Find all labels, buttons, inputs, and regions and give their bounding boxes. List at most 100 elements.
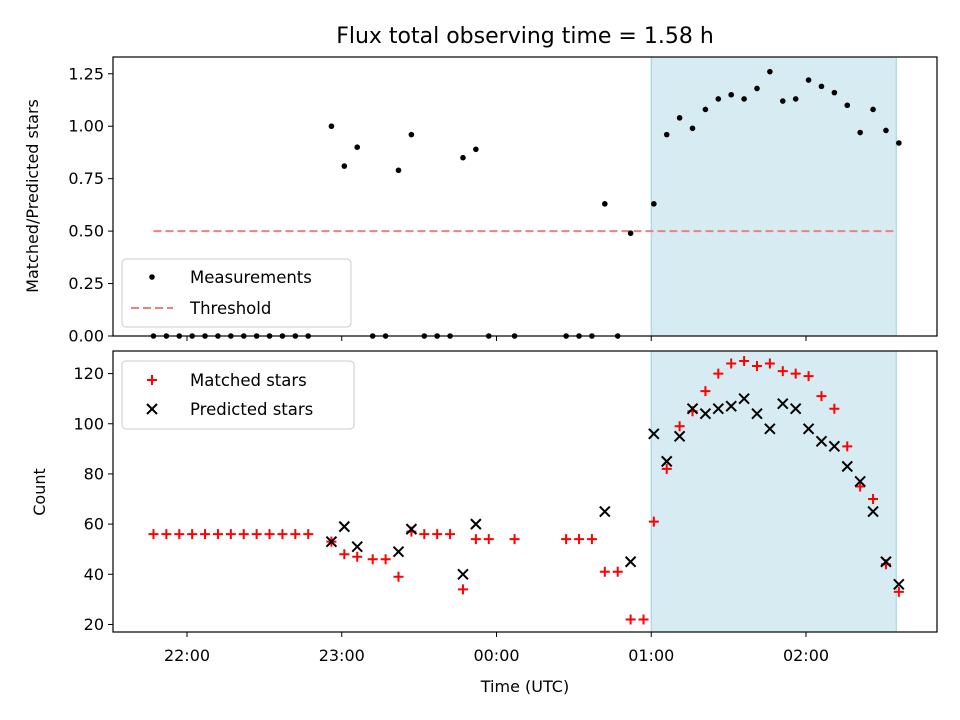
measurement-point (870, 106, 876, 113)
predicted-star-point (351, 540, 363, 553)
top-observing-span (650, 56, 897, 337)
x-tick-label: 00:00 (473, 646, 519, 665)
matched-star-point (225, 529, 236, 540)
predicted-star-point (725, 400, 737, 412)
x-tick-label: 01:00 (628, 646, 674, 665)
predicted-star-point (686, 402, 699, 415)
matched-star-point (264, 529, 275, 540)
legend-matched-label: Matched stars (190, 371, 307, 390)
matched-star-point (187, 529, 198, 540)
measurement-point (651, 201, 657, 207)
top-legend-box (121, 258, 352, 328)
x-tick-label: 23:00 (319, 646, 365, 665)
predicted-star-point (893, 578, 905, 591)
measurement-point (602, 201, 608, 207)
top-y-tick-label: 0.75 (68, 169, 104, 188)
top-y-tick-label: 0.25 (68, 274, 104, 293)
legend-matched-marker (147, 375, 157, 385)
matched-star-point (638, 614, 649, 625)
matched-star-point (277, 529, 288, 540)
measurement-point (702, 106, 709, 113)
bottom-y-axis-title: Count (30, 468, 49, 516)
bottom-y-tick-label: 100 (73, 414, 104, 433)
matched-star-point (855, 481, 866, 492)
measurement-point (341, 163, 348, 169)
predicted-star-point (789, 402, 802, 415)
predicted-star-point (599, 505, 611, 518)
predicted-star-point (325, 535, 338, 548)
predicted-star-point (815, 435, 828, 448)
measurement-point (627, 230, 634, 237)
matched-star-point (419, 529, 430, 540)
measurement-point (896, 140, 902, 146)
matched-star-point (174, 529, 185, 540)
predicted-star-point (751, 408, 763, 420)
matched-star-point (352, 551, 363, 562)
matched-star-point (586, 534, 597, 545)
legend-predicted-label: Predicted stars (190, 400, 313, 419)
matched-star-point (574, 534, 585, 545)
matched-star-point (238, 529, 249, 540)
bottom-legend-box (121, 360, 355, 430)
top-panel: 0.00 0.25 0.50 0.75 1.00 1.25 Measurements Thre… (68, 56, 938, 346)
measurement-point (754, 85, 760, 92)
chart-title: Flux total observing time = 1.58 h (336, 24, 714, 49)
predicted-star-point (699, 408, 712, 420)
bottom-y-tick-label: 60 (84, 515, 104, 534)
top-legend: Measurements Threshold (121, 258, 352, 328)
measurement-point (328, 123, 335, 130)
matched-star-point (726, 358, 737, 369)
measurement-point (689, 125, 696, 132)
measurement-point (831, 89, 838, 96)
matched-star-point (251, 529, 262, 540)
matched-star-point (893, 586, 904, 597)
predicted-star-point (854, 475, 866, 488)
matched-star-point (432, 529, 443, 540)
matched-star-point (612, 566, 623, 577)
legend-threshold-label: Threshold (189, 299, 271, 318)
measurement-point (663, 131, 670, 138)
x-axis-title: Time (UTC) (480, 677, 569, 696)
x-tick-label: 22:00 (164, 646, 210, 665)
matched-star-point (212, 529, 223, 540)
predicted-star-point (712, 402, 725, 415)
matched-star-point (148, 529, 159, 540)
measurement-point (741, 96, 747, 102)
bottom-observing-span (650, 350, 897, 633)
legend-measurements-label: Measurements (190, 268, 312, 287)
top-y-tick-label: 1.25 (68, 64, 104, 83)
matched-star-point (483, 534, 494, 545)
matched-star-point (470, 534, 481, 545)
predicted-star-point (738, 392, 750, 405)
matched-star-point (161, 529, 172, 540)
matched-star-point (290, 529, 301, 540)
matched-star-point (457, 584, 468, 595)
predicted-star-point (470, 518, 482, 530)
legend-measurement-marker (149, 274, 155, 280)
matched-star-point (674, 421, 685, 432)
predicted-star-point (338, 520, 351, 533)
top-y-tick-label: 1.00 (68, 117, 104, 136)
matched-star-point (303, 529, 314, 540)
measurement-point (408, 131, 415, 138)
top-y-tick-label: 0.00 (68, 327, 104, 346)
matched-star-point (625, 614, 636, 625)
measurement-point (460, 154, 466, 161)
measurement-point (395, 167, 402, 174)
matched-star-point (599, 566, 610, 577)
top-y-axis-title: Matched/Predicted stars (23, 99, 42, 293)
matched-star-point (764, 358, 775, 369)
matched-star-point (829, 403, 840, 414)
measurement-point (818, 83, 825, 90)
predicted-star-point (392, 546, 405, 558)
matched-star-point (339, 549, 350, 560)
matched-star-point (842, 441, 853, 452)
predicted-star-point (661, 455, 673, 468)
predicted-star-point (828, 440, 841, 453)
predicted-star-point (867, 505, 879, 518)
bottom-panel: 20 40 60 80 100 120 22:00 23:00 00:00 01:00 02:00 M… (73, 350, 938, 665)
matched-star-point (648, 516, 659, 527)
bottom-axes-frame (112, 350, 938, 633)
measurement-point (844, 102, 851, 109)
matched-star-point (509, 534, 520, 545)
